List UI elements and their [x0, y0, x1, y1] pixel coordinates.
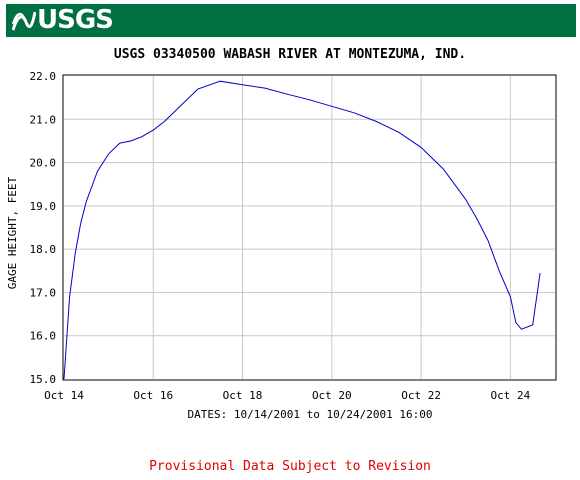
- x-tick-label: Oct 20: [312, 389, 352, 402]
- usgs-logo-text: USGS: [37, 5, 114, 35]
- x-tick-label: Oct 22: [401, 389, 441, 402]
- series-line: [63, 80, 541, 380]
- x-tick-label: Oct 14: [44, 389, 84, 402]
- y-axis-ticks: 15.0 16.0 17.0 18.0 19.0 20.0 21.0 22.0: [30, 70, 57, 386]
- usgs-header-bar: USGS: [6, 4, 576, 37]
- y-tick-label: 16.0: [30, 330, 57, 343]
- plot-area: [62, 74, 557, 381]
- x-tick-label: Oct 18: [223, 389, 263, 402]
- x-tick-label: Oct 16: [133, 389, 173, 402]
- provisional-notice: Provisional Data Subject to Revision: [149, 459, 431, 474]
- chart-title: USGS 03340500 WABASH RIVER AT MONTEZUMA,…: [113, 47, 467, 62]
- y-tick-label: 20.0: [30, 157, 57, 170]
- x-axis-label: DATES: 10/14/2001 to 10/24/2001 16:00: [187, 408, 432, 421]
- y-axis-label: GAGE HEIGHT, FEET: [6, 176, 19, 289]
- y-tick-label: 21.0: [30, 113, 57, 126]
- y-tick-label: 18.0: [30, 243, 57, 256]
- y-tick-label: 15.0: [30, 373, 57, 386]
- grid-lines: [64, 76, 555, 379]
- x-tick-label: Oct 24: [490, 389, 530, 402]
- x-axis-ticks: Oct 14 Oct 16 Oct 18 Oct 20 Oct 22 Oct 24: [44, 389, 530, 402]
- usgs-wave-icon: [12, 11, 36, 30]
- usgs-logo[interactable]: USGS: [12, 4, 114, 37]
- y-tick-label: 17.0: [30, 286, 57, 299]
- y-tick-label: 19.0: [30, 200, 57, 213]
- y-tick-label: 22.0: [30, 70, 57, 83]
